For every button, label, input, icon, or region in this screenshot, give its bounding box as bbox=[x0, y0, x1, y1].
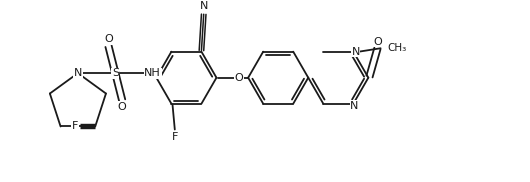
Text: CH₃: CH₃ bbox=[387, 43, 407, 53]
Text: S: S bbox=[112, 68, 119, 78]
Text: N: N bbox=[351, 47, 360, 57]
Text: F: F bbox=[172, 132, 178, 143]
Text: N: N bbox=[199, 1, 208, 11]
Text: N: N bbox=[350, 101, 359, 111]
Text: O: O bbox=[373, 37, 382, 47]
Text: N: N bbox=[74, 68, 82, 78]
Text: O: O bbox=[104, 34, 113, 44]
Text: O: O bbox=[235, 73, 243, 83]
Text: F: F bbox=[72, 121, 78, 131]
Text: NH: NH bbox=[144, 68, 161, 78]
Text: O: O bbox=[118, 102, 127, 112]
